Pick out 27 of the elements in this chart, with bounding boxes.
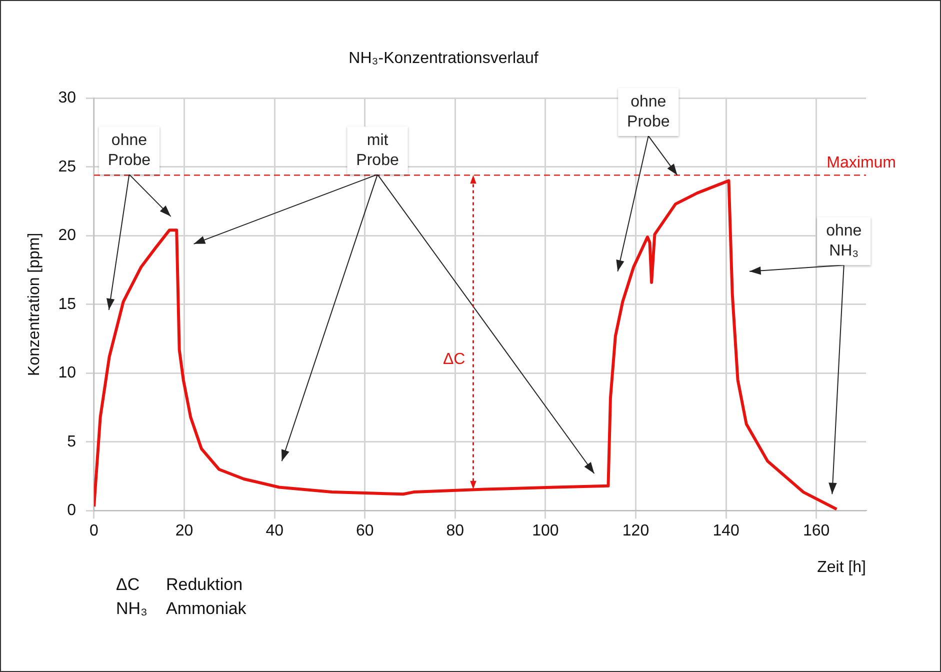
y-tick-label: 5 [67,433,76,450]
annotation: ΔC [442,350,466,368]
y-tick-label: 25 [58,158,76,176]
x-tick-label: 40 [266,522,284,540]
y-axis-title: Konzentration [ppm] [26,232,44,376]
y-tick-label: 20 [58,227,76,244]
x-tick-label: 120 [622,522,650,540]
x-tick-label: 20 [175,522,194,540]
x-tick-label: 0 [90,522,99,540]
x-tick-label: 140 [712,522,740,540]
x-tick-label: 80 [446,522,464,540]
annotation: ohne NH₃ [826,222,862,260]
y-tick-label: 30 [58,90,76,107]
annotation: mit Probe [356,132,399,169]
x-axis-title: Zeit [h] [817,558,866,576]
y-tick-label: 10 [58,364,76,382]
y-tick-label: 0 [67,502,76,520]
chart-title: NH₃-Konzentrationsverlauf [348,50,539,68]
annotation: ohne Probe [627,93,670,130]
ref-line-label: Maximum [826,154,896,172]
annotation: ohne Probe [108,132,151,169]
text: ΔC Reduktion [116,575,243,594]
x-tick-label: 160 [802,522,830,540]
y-tick-label: 15 [58,296,76,313]
x-tick-label: 100 [532,522,559,540]
x-tick-label: 60 [356,522,374,540]
text: NH₃ Ammoniak [116,598,246,620]
